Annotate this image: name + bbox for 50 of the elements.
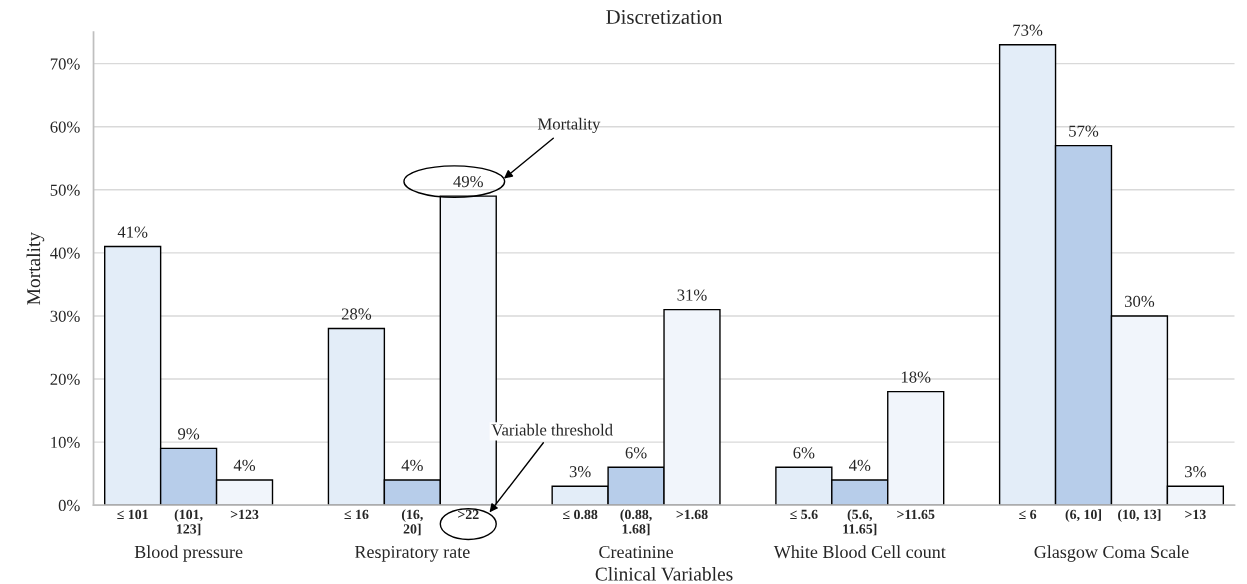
data-label: 6% bbox=[793, 447, 815, 459]
data-label: 41% bbox=[117, 226, 148, 238]
annotation: Mortality bbox=[537, 117, 601, 134]
x-tick-label: (0.88, 1.68] bbox=[620, 509, 652, 536]
y-tick-label: 30% bbox=[50, 310, 80, 322]
x-tick-label: (6, 10] bbox=[1065, 509, 1101, 522]
x-tick-label: >123 bbox=[230, 509, 259, 520]
y-tick-label: 0% bbox=[58, 499, 80, 512]
text: Blood pressure bbox=[134, 545, 243, 562]
x-tick-label: ≤ 5.6 bbox=[790, 509, 818, 520]
data-label: 18% bbox=[901, 371, 931, 383]
x-tick-label: ≤ 0.88 bbox=[563, 509, 598, 520]
y-tick-label: 20% bbox=[50, 373, 80, 386]
x-tick-label: (5.6, 11.65] bbox=[843, 509, 877, 536]
x-tick-label: ≤ 101 bbox=[117, 509, 148, 520]
data-label: 49% bbox=[453, 175, 483, 188]
data-label: 4% bbox=[401, 459, 423, 472]
data-label: 31% bbox=[677, 289, 707, 301]
y-tick-label: 10% bbox=[51, 436, 80, 449]
y-tick-label: 60% bbox=[50, 121, 80, 133]
data-label: 4% bbox=[233, 459, 256, 472]
x-tick-label: >22 bbox=[458, 509, 479, 519]
x-tick-label: (16, 20] bbox=[401, 509, 423, 536]
x-tick-label: ≤ 16 bbox=[344, 509, 369, 520]
y-tick-label: 50% bbox=[50, 184, 80, 196]
x-tick-label: (10, 13] bbox=[1118, 509, 1161, 522]
chart-title: Discretization bbox=[606, 9, 723, 24]
text: Respiratory rate bbox=[354, 545, 470, 562]
data-label: 3% bbox=[1185, 466, 1206, 478]
x-tick-label: (101, 123] bbox=[174, 509, 203, 536]
data-label: 4% bbox=[849, 459, 871, 472]
text: Creatinine bbox=[599, 545, 674, 559]
data-label: 28% bbox=[341, 308, 372, 320]
y-tick-label: 70% bbox=[50, 58, 80, 70]
x-tick-label: >13 bbox=[1185, 509, 1206, 520]
data-label: 57% bbox=[1069, 125, 1099, 137]
x-axis-title: Clinical Variables bbox=[595, 567, 733, 581]
text: White Blood Cell count bbox=[773, 545, 946, 559]
text: Glasgow Coma Scale bbox=[1034, 545, 1189, 562]
x-tick-label: >11.65 bbox=[897, 509, 935, 520]
y-axis-title: Mortality bbox=[26, 231, 45, 305]
data-label: 9% bbox=[178, 428, 200, 440]
data-label: 3% bbox=[569, 466, 591, 478]
y-tick-label: 40% bbox=[50, 247, 80, 259]
annotation: Variable threshold bbox=[491, 423, 613, 436]
data-label: 73% bbox=[1013, 24, 1043, 36]
x-tick-label: >1.68 bbox=[676, 509, 708, 520]
data-label: 30% bbox=[1124, 295, 1155, 308]
data-label: 6% bbox=[625, 447, 647, 459]
x-tick-label: ≤ 6 bbox=[1019, 509, 1037, 520]
